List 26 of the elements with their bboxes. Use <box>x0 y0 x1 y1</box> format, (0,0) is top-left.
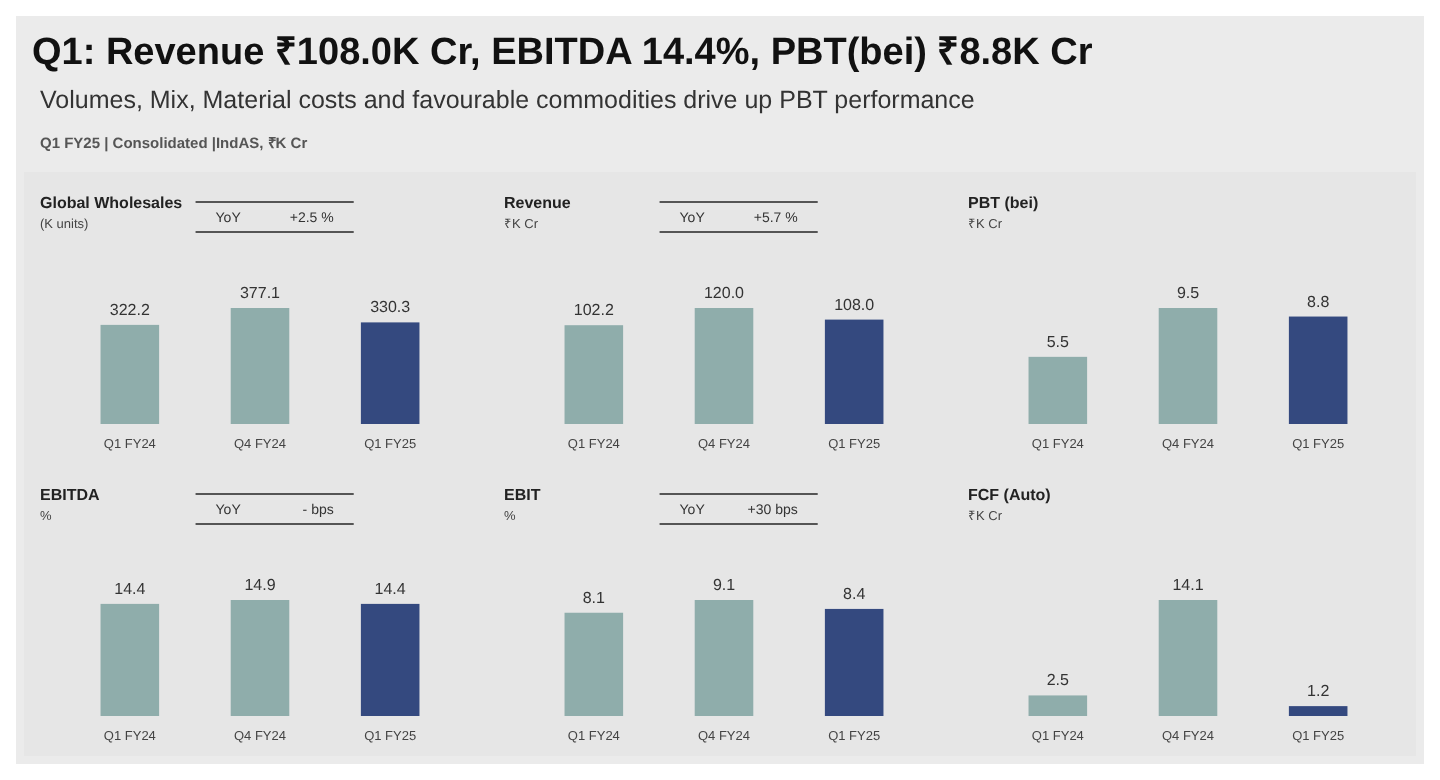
data-label: 8.4 <box>843 584 867 603</box>
text: Volumes, Mix, Material costs and favourable commodities drive up PBT performance <box>40 86 975 114</box>
chart-title: Global Wholesales <box>40 194 184 212</box>
text: Q1: Revenue ₹108.0K Cr, EBITDA 14.4%, PBT(bei) ₹8.8K Cr <box>32 32 1094 74</box>
data-label: 14.9 <box>244 576 277 594</box>
chart-title: EBIT <box>504 486 541 504</box>
data-label: 322.2 <box>109 300 151 319</box>
data-label: 2.5 <box>1046 671 1071 690</box>
data-label: 108.0 <box>834 295 876 314</box>
data-label: 8.1 <box>582 588 607 607</box>
data-label: 330.3 <box>370 298 412 317</box>
data-label: 9.5 <box>1176 284 1201 302</box>
data-label: 9.1 <box>712 576 737 594</box>
chart-title: FCF (Auto) <box>968 486 1052 504</box>
chart-title: EBITDA <box>40 486 100 504</box>
data-label: 5.5 <box>1046 332 1071 351</box>
data-label: 14.4 <box>114 579 147 598</box>
chart-title: PBT (bei) <box>968 194 1039 212</box>
data-label: 377.1 <box>239 284 282 302</box>
chart-title: Revenue <box>504 194 572 212</box>
data-label: 8.8 <box>1307 292 1331 311</box>
data-label: 102.2 <box>573 301 615 320</box>
data-label: 14.1 <box>1172 576 1205 594</box>
data-label: 1.2 <box>1307 682 1331 701</box>
data-label: 14.4 <box>374 579 407 598</box>
data-label: 120.0 <box>703 284 746 302</box>
